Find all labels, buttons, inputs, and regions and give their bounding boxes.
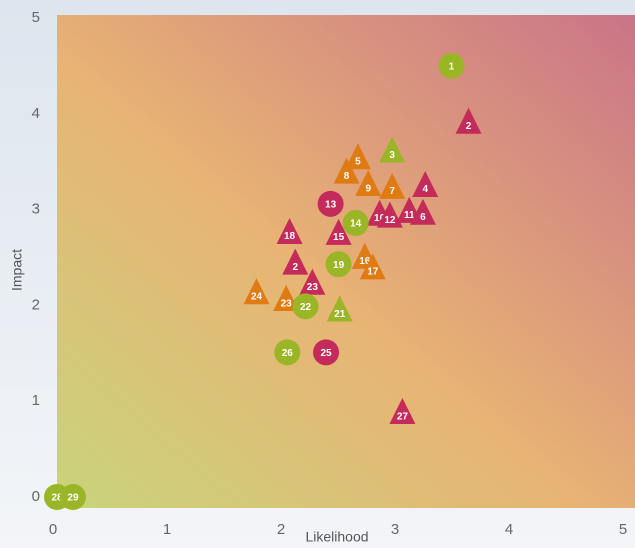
risk-circle	[325, 251, 352, 278]
point-label: 24	[251, 292, 263, 303]
point-label: 23	[281, 298, 293, 309]
risk-point: 25	[313, 339, 340, 366]
x-tick-label: 2	[277, 521, 285, 538]
y-tick-label: 4	[32, 105, 40, 122]
x-tick-label: 3	[391, 521, 399, 538]
x-axis-title: Likelihood	[305, 529, 368, 545]
point-label: 5	[355, 156, 361, 167]
risk-triangle	[412, 171, 439, 198]
point-label: 29	[67, 493, 79, 504]
point-label: 12	[384, 215, 396, 226]
risk-point: 17	[359, 253, 386, 280]
point-label: 22	[300, 302, 312, 313]
risk-circle	[438, 52, 465, 79]
risk-point: 15	[325, 218, 352, 245]
x-tick-label: 5	[619, 521, 627, 538]
risk-point: 14	[342, 210, 369, 237]
risk-point: 1	[438, 52, 465, 79]
point-label: 11	[404, 210, 415, 221]
risk-circle	[317, 190, 344, 217]
x-tick-label: 4	[505, 521, 513, 538]
point-label: 27	[397, 411, 409, 422]
risk-triangle	[282, 248, 309, 275]
risk-point: 5	[344, 143, 371, 170]
point-label: 1	[449, 62, 455, 73]
risk-point: 27	[389, 398, 416, 425]
risk-point: 6	[409, 198, 436, 225]
risk-triangle	[379, 172, 406, 199]
point-label: 23	[307, 282, 319, 293]
risk-point: 26	[274, 339, 301, 366]
y-axis-title: Impact	[9, 249, 25, 291]
y-tick-label: 5	[32, 9, 40, 26]
y-tick-label: 0	[32, 488, 40, 505]
x-tick-label: 0	[49, 521, 57, 538]
risk-point: 7	[379, 172, 406, 199]
risk-triangle	[326, 295, 353, 322]
point-label: 15	[333, 232, 345, 243]
risk-point: 2	[455, 107, 482, 134]
risk-point: 19	[325, 251, 352, 278]
point-label: 6	[420, 212, 426, 223]
risk-triangle	[243, 278, 270, 305]
point-label: 19	[333, 260, 345, 271]
point-label: 26	[282, 348, 294, 359]
risk-point: 23	[273, 285, 300, 312]
risk-circle	[292, 293, 319, 320]
risk-triangle	[344, 143, 371, 170]
risk-triangle	[276, 217, 303, 244]
risk-circle	[342, 210, 369, 237]
x-tick-label: 1	[163, 521, 171, 538]
risk-point: 3	[379, 136, 406, 163]
y-tick-label: 3	[32, 201, 40, 218]
point-label: 14	[350, 219, 362, 230]
risk-triangle	[299, 268, 326, 295]
risk-point: 13	[317, 190, 344, 217]
point-label: 7	[389, 186, 395, 197]
point-label: 16	[359, 256, 371, 267]
risk-triangle	[389, 398, 416, 425]
risk-circle	[313, 339, 340, 366]
risk-point: 21	[326, 295, 353, 322]
risk-circle	[59, 484, 86, 510]
risk-circle	[274, 339, 301, 366]
risk-triangle	[379, 136, 406, 163]
risk-triangle	[376, 201, 403, 228]
risk-point: 4	[412, 171, 439, 198]
risk-triangle	[355, 170, 382, 197]
risk-triangle	[455, 107, 482, 134]
point-label: 3	[389, 150, 395, 161]
point-label: 13	[325, 199, 337, 210]
point-label: 18	[284, 231, 296, 242]
y-tick-label: 2	[32, 296, 40, 313]
risk-triangle	[325, 218, 352, 245]
point-label: 10	[374, 213, 386, 224]
risk-point: 29	[59, 484, 86, 510]
risk-point: 22	[292, 293, 319, 320]
risk-point: 24	[243, 278, 270, 305]
risk-point: 18	[276, 217, 303, 244]
risk-triangle	[273, 285, 300, 312]
point-label: 2	[292, 262, 298, 273]
risk-triangle	[359, 253, 386, 280]
risk-triangle	[333, 157, 360, 184]
risk-point: 2	[282, 248, 309, 275]
point-label: 9	[365, 183, 371, 194]
point-label: 25	[320, 348, 332, 359]
point-label: 17	[367, 267, 379, 278]
risk-point: 8	[333, 157, 360, 184]
y-tick-label: 1	[32, 392, 40, 409]
risk-triangle	[409, 198, 436, 225]
point-label: 28	[51, 493, 63, 504]
point-label: 8	[344, 171, 350, 182]
risk-point: 9	[355, 170, 382, 197]
point-label: 4	[422, 184, 428, 195]
risk-point: 23	[299, 268, 326, 295]
risk-point: 12	[376, 201, 403, 228]
point-label: 2	[466, 121, 472, 132]
point-label: 21	[334, 309, 346, 320]
